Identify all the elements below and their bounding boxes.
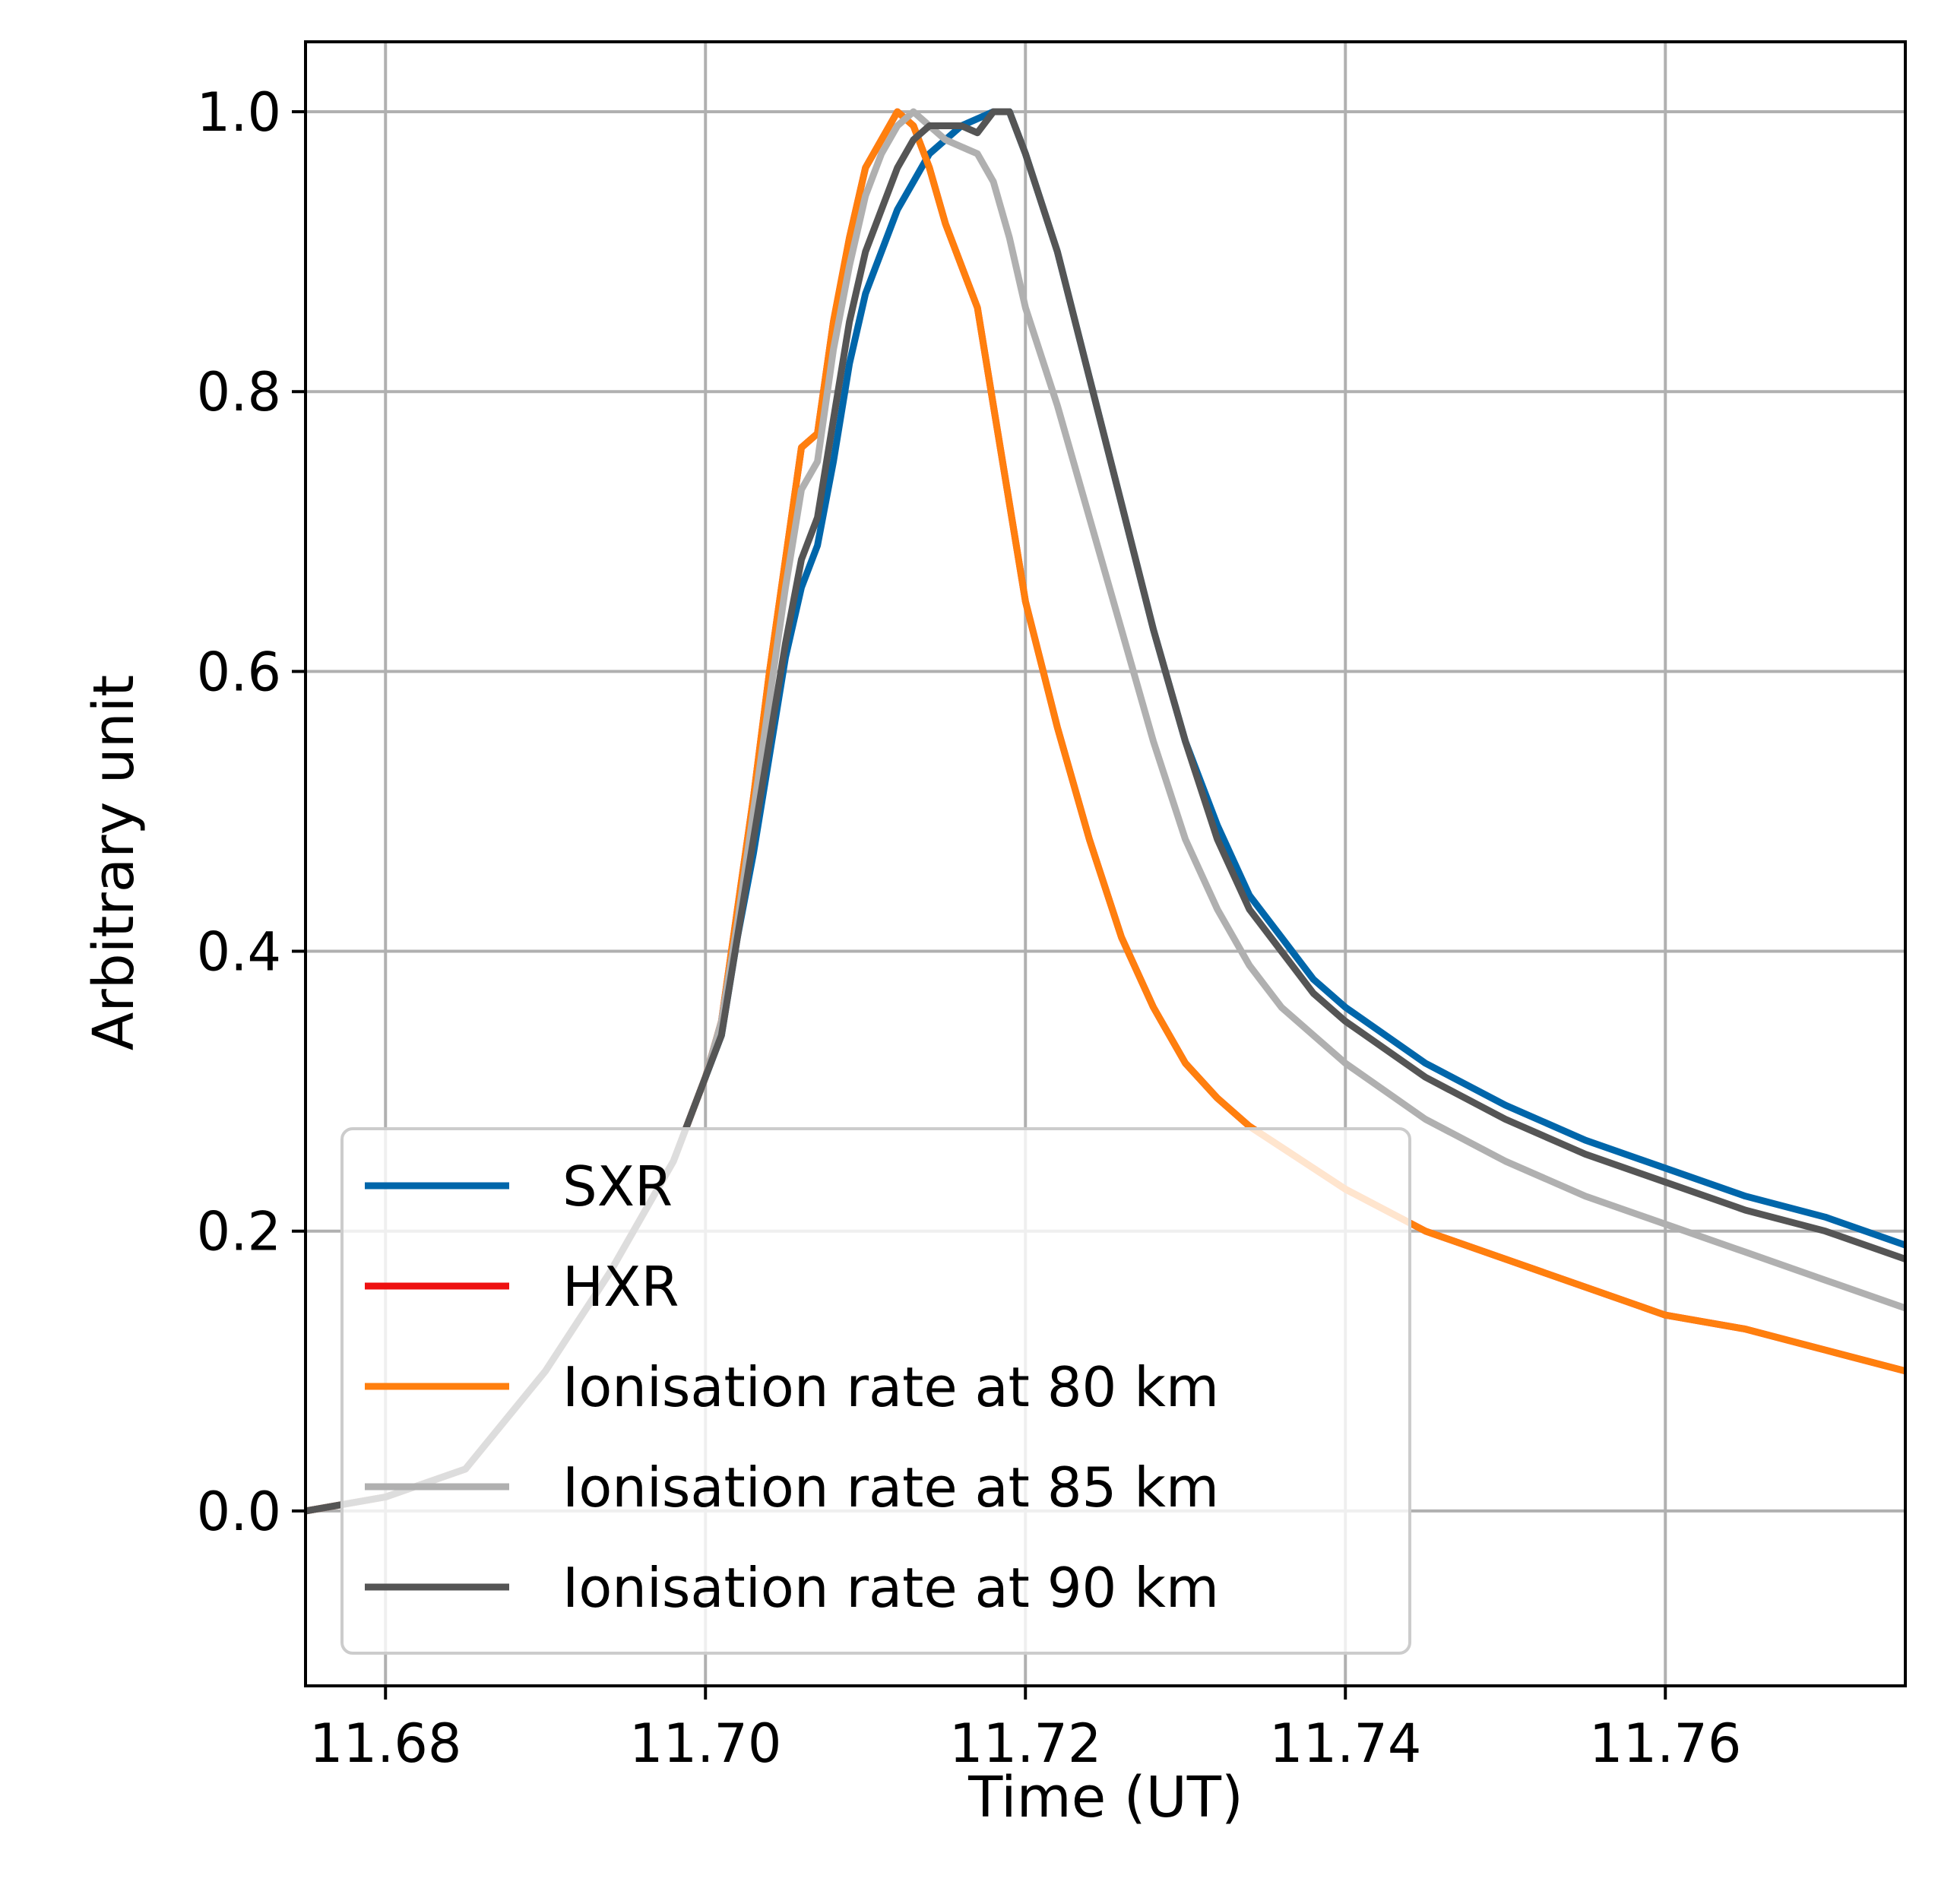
y-tick-label: 1.0 [197, 81, 281, 144]
y-axis: 0.0 0.2 0.4 0.6 0.8 1.0 [197, 81, 306, 1543]
legend-label-ionisation-rate-at-80-km: Ionisation rate at 80 km [562, 1355, 1219, 1419]
y-tick-label: 0.6 [197, 641, 281, 703]
x-axis-label: Time (UT) [967, 1765, 1243, 1830]
legend-label-ionisation-rate-at-85-km: Ionisation rate at 85 km [562, 1456, 1219, 1519]
x-axis: 11.68 11.70 11.72 11.74 11.76 [309, 1686, 1741, 1775]
series-line-ionisation-rate-at-90-km [306, 108, 1905, 1515]
legend-label-sxr: SXR [562, 1155, 673, 1218]
x-tick-label: 11.74 [1269, 1712, 1421, 1775]
y-axis-label: Arbitrary unit [81, 675, 147, 1050]
legend: SXR HXR Ionisation rate at 80 km Ionisation… [340, 1127, 1411, 1655]
x-tick-label: 11.70 [629, 1712, 781, 1775]
y-tick-label: 0.2 [197, 1201, 281, 1263]
plot-frame [304, 40, 1907, 1687]
legend-label-hxr: HXR [562, 1255, 679, 1319]
y-tick-label: 0.8 [197, 361, 281, 423]
legend-label-ionisation-rate-at-90-km: Ionisation rate at 90 km [562, 1556, 1219, 1620]
x-tick-label: 11.76 [1589, 1712, 1741, 1775]
y-tick-label: 0.4 [197, 921, 281, 984]
y-tick-label: 0.0 [197, 1481, 281, 1543]
legend-box [340, 1127, 1411, 1655]
x-tick-label: 11.68 [309, 1712, 461, 1775]
x-tick-label: 11.72 [949, 1712, 1101, 1775]
